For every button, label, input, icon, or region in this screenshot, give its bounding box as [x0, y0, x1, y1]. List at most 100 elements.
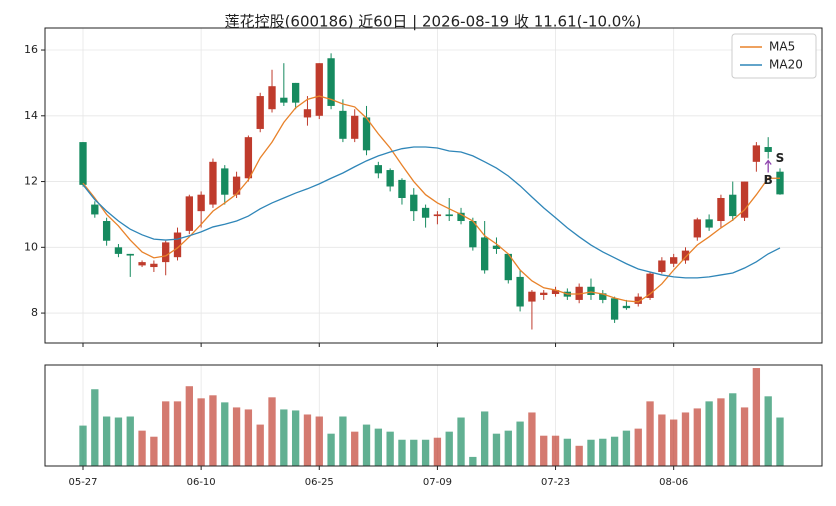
volume-bar: [492, 433, 501, 466]
y-tick-label: 16: [24, 43, 38, 56]
volume-bar: [587, 439, 595, 466]
x-tick-label: 06-10: [187, 477, 216, 488]
volume-bar: [185, 386, 193, 466]
volume-bar: [102, 416, 111, 466]
candle-body: [492, 245, 501, 249]
volume-bar: [622, 430, 631, 466]
candle-body: [469, 221, 477, 248]
candle-body: [126, 253, 134, 256]
candle-body: [776, 171, 784, 195]
candle-body: [599, 293, 607, 300]
y-tick-label: 10: [24, 240, 38, 253]
volume-bar: [516, 421, 524, 466]
volume-bar: [563, 438, 572, 466]
candle-body: [291, 82, 300, 103]
volume-bar: [540, 435, 548, 466]
volume-bar: [634, 428, 642, 466]
candle-body: [693, 219, 701, 238]
volume-bar: [221, 402, 229, 466]
candle-body: [480, 237, 489, 271]
volume-bar: [433, 437, 442, 466]
candle-body: [221, 168, 229, 195]
candle-body: [351, 115, 359, 139]
x-tick-label: 05-27: [68, 477, 97, 488]
legend-box: [731, 33, 817, 79]
candle-body: [421, 207, 430, 218]
candle-body: [280, 97, 288, 103]
candle-body: [670, 257, 678, 264]
candle-body: [162, 242, 170, 263]
volume-frame: [44, 364, 823, 467]
ma-line: [82, 95, 780, 303]
candle-body: [303, 109, 312, 118]
legend-label: MA20: [769, 58, 803, 72]
candle-body: [315, 63, 323, 116]
volume-bar: [291, 410, 300, 466]
candle-body: [386, 170, 394, 187]
volume-bar: [386, 431, 394, 466]
volume-bar: [480, 411, 489, 466]
x-tick-label: 06-25: [305, 477, 334, 488]
volume-bar: [764, 396, 772, 466]
candle-body: [91, 204, 99, 215]
candle-body: [516, 276, 524, 307]
candle-body: [705, 219, 713, 228]
volume-bar: [197, 398, 205, 466]
volume-bar: [646, 401, 654, 466]
candle-body: [185, 196, 193, 231]
volume-bar: [681, 412, 690, 466]
y-tick-label: 8: [31, 306, 38, 319]
volume-bar: [610, 436, 619, 466]
volume-bar: [268, 397, 276, 466]
candle-body: [209, 161, 217, 205]
volume-bar: [693, 408, 701, 466]
volume-bar: [410, 439, 418, 466]
volume-bar: [528, 412, 536, 466]
candle-body: [433, 214, 442, 217]
volume-bar: [126, 416, 134, 466]
volume-bar: [244, 409, 253, 466]
volume-bar: [209, 395, 217, 466]
candle-body: [717, 197, 725, 222]
y-tick-label: 14: [24, 109, 38, 122]
candle-body: [398, 179, 406, 198]
volume-bar: [162, 401, 170, 466]
candle-body: [374, 165, 383, 174]
volume-bar: [705, 401, 713, 466]
candle-body: [681, 250, 690, 261]
volume-bar: [303, 414, 312, 466]
volume-bar: [173, 401, 182, 466]
candle-body: [197, 194, 205, 212]
x-tick-label: 07-09: [423, 477, 452, 488]
candle-body: [551, 290, 560, 295]
volume-bar: [327, 433, 335, 466]
signal-label: B: [764, 173, 773, 187]
candle-body: [622, 305, 631, 309]
volume-bar: [339, 416, 347, 466]
volume-bar: [776, 417, 784, 466]
volume-bar: [256, 424, 264, 466]
volume-bar: [315, 416, 323, 466]
candle-body: [457, 212, 465, 222]
x-tick-label: 07-23: [541, 477, 570, 488]
ma-line: [82, 146, 781, 279]
candle-body: [256, 96, 264, 129]
candle-body: [504, 253, 512, 281]
candle-body: [445, 214, 453, 217]
candle-body: [528, 291, 536, 302]
candle-body: [764, 147, 772, 152]
candle-body: [646, 273, 654, 298]
volume-bar: [469, 456, 477, 466]
volume-bar: [421, 439, 430, 466]
candle-body: [79, 142, 87, 185]
candle-body: [752, 145, 761, 162]
candle-body: [729, 194, 737, 217]
volume-bar: [91, 389, 99, 466]
price-frame: [44, 27, 823, 344]
candle-body: [102, 221, 111, 241]
candle-body: [540, 292, 548, 295]
candle-body: [610, 298, 619, 320]
candle-body: [138, 262, 146, 266]
candle-body: [339, 110, 347, 139]
